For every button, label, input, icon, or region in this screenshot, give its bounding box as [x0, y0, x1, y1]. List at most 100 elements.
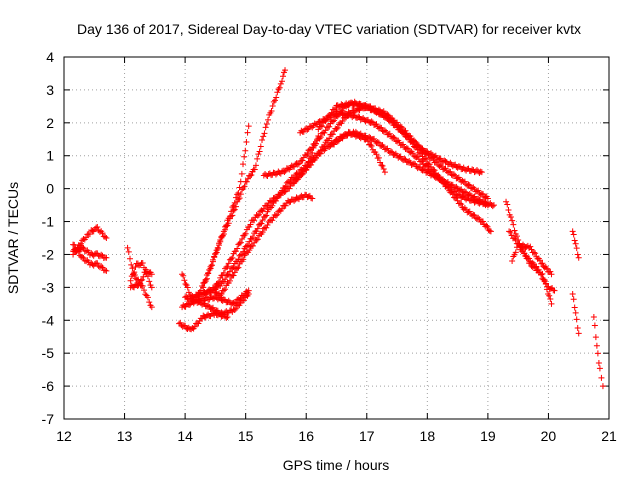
data-point [94, 260, 101, 267]
data-point [486, 227, 493, 234]
data-point [213, 249, 220, 256]
data-point [375, 139, 382, 146]
data-point [334, 124, 341, 131]
data-point [237, 239, 244, 246]
y-tick-label: -4 [42, 312, 55, 328]
data-point [275, 86, 282, 93]
data-point [510, 221, 517, 228]
data-point [395, 123, 402, 130]
data-point [223, 314, 230, 321]
data-point [79, 244, 86, 251]
data-point [136, 280, 143, 287]
data-point [146, 299, 153, 306]
data-point [378, 162, 385, 169]
data-point [299, 170, 306, 177]
data-point [434, 159, 441, 166]
data-point [541, 277, 548, 284]
data-point [417, 164, 424, 171]
data-point [226, 277, 233, 284]
data-point [246, 247, 253, 254]
data-point [291, 163, 298, 170]
data-point [425, 152, 432, 159]
data-point [75, 248, 82, 255]
data-point [369, 105, 376, 112]
data-point [504, 201, 511, 208]
data-point [309, 195, 316, 202]
data-point [548, 300, 555, 307]
data-point [78, 240, 85, 247]
ticks [63, 56, 610, 420]
data-point [79, 253, 86, 260]
data-point [234, 245, 241, 252]
data-point [572, 309, 579, 316]
data-point [396, 124, 403, 131]
series-arc-4 [124, 244, 155, 311]
data-point [480, 191, 487, 198]
data-point [539, 260, 546, 267]
data-point [232, 203, 239, 210]
data-point [245, 290, 252, 297]
data-point [461, 188, 468, 195]
data-point [304, 126, 311, 133]
data-point [226, 268, 233, 275]
data-point [423, 156, 430, 163]
chart-title: Day 136 of 2017, Sidereal Day-to-day VTE… [77, 21, 581, 37]
data-point [274, 195, 281, 202]
data-point [320, 143, 327, 150]
data-point [573, 245, 580, 252]
data-point [263, 212, 270, 219]
data-point [375, 154, 382, 161]
data-point [346, 111, 353, 118]
data-point [594, 350, 601, 357]
data-point [384, 145, 391, 152]
data-point [257, 143, 264, 150]
data-point [148, 271, 155, 278]
data-point [243, 139, 250, 146]
data-point [373, 151, 380, 158]
data-point [591, 322, 598, 329]
data-point [253, 228, 260, 235]
data-point [254, 236, 261, 243]
data-point [254, 155, 261, 162]
data-point [261, 130, 268, 137]
data-point [317, 134, 324, 141]
x-tick-label: 18 [420, 428, 436, 444]
x-tick-label: 14 [177, 428, 193, 444]
data-point [279, 78, 285, 85]
data-point [386, 130, 393, 137]
data-point [98, 263, 105, 270]
data-point [264, 221, 271, 228]
data-point [249, 242, 256, 249]
data-point [300, 128, 307, 135]
data-point [294, 161, 301, 168]
data-point [83, 248, 90, 255]
data-point [520, 241, 527, 248]
data-point [83, 258, 90, 265]
data-point [373, 121, 380, 128]
data-point [237, 191, 244, 198]
data-point [573, 316, 580, 323]
x-tick-label: 13 [117, 428, 133, 444]
data-point [230, 264, 237, 271]
data-point [226, 215, 233, 222]
data-point [242, 147, 249, 154]
data-point [397, 153, 404, 160]
data-point [281, 185, 288, 192]
y-tick-label: 1 [46, 148, 54, 164]
data-point [139, 260, 146, 267]
data-point [144, 294, 151, 301]
data-point [506, 228, 513, 235]
data-point [478, 169, 485, 176]
data-point [526, 255, 533, 262]
data-point [254, 225, 261, 232]
data-point [209, 258, 216, 265]
data-point [329, 118, 336, 125]
data-point [532, 250, 539, 257]
data-point [200, 280, 207, 287]
data-point [321, 142, 328, 149]
data-point [298, 172, 305, 179]
data-point [593, 342, 600, 349]
data-point [85, 249, 92, 256]
data-point [139, 283, 146, 290]
data-point [127, 277, 134, 284]
